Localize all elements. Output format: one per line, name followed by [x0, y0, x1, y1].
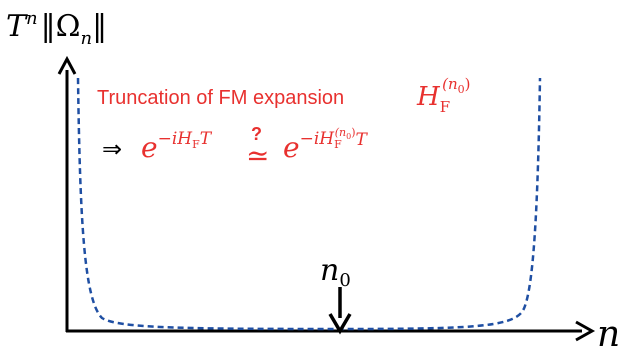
hf-subscript: F [440, 98, 450, 116]
y-label-base: T [6, 9, 28, 44]
rhs-exponent-sub: F [334, 138, 342, 151]
rhs-exponent-sup-sub: 0 [346, 132, 351, 141]
rhs-exponent-sup: (n [335, 126, 346, 139]
rhs-exponent-sup-close: ) [351, 126, 355, 139]
y-label-norm-close: ‖ [92, 9, 107, 44]
y-label-exponent: n [26, 8, 38, 29]
norm-curve [76, 77, 542, 331]
lhs-exponent: −iH [158, 129, 194, 149]
marker-label-subscript: 0 [339, 270, 350, 291]
x-axis-label: n [597, 314, 618, 349]
relation-question-mark: ? [251, 124, 262, 144]
implies-arrow: ⇒ [102, 136, 122, 163]
annotation-line1: Truncation of FM expansion [97, 87, 344, 109]
annotation-text: Truncation of FM expansion [97, 87, 344, 109]
lhs-exponent-sub: F [192, 138, 200, 151]
y-axis-arrowhead [57, 55, 77, 75]
rhs-base: e [283, 131, 300, 164]
rhs-expression: e−iHF(n0)T [283, 126, 369, 164]
rhs-exponent: −iH [300, 129, 336, 149]
rhs-exponent-tail: T [356, 130, 369, 150]
lhs-exponent-tail: T [200, 129, 213, 149]
marker-label: n0 [320, 253, 351, 291]
hf-superscript-close: ) [465, 75, 471, 93]
hf-superscript: (n [442, 75, 458, 93]
hf-superscript-sub: 0 [458, 83, 465, 96]
marker-label-base: n [320, 253, 339, 288]
marker-arrow-head [328, 313, 352, 335]
y-label-norm-open: ‖ [41, 9, 56, 44]
y-label-omega: Ω [56, 9, 81, 44]
hf-base: H [416, 82, 441, 112]
relation-symbol: ≃ [246, 139, 269, 172]
lhs-expression: e−iHFT [141, 129, 213, 164]
annotation-line1-math: HF (n0) [416, 75, 470, 116]
x-axis-arrowhead [575, 320, 596, 342]
y-axis-label: Tn ‖Ωn‖ [6, 8, 107, 49]
lhs-base: e [141, 131, 158, 164]
y-label-subscript: n [80, 28, 92, 49]
